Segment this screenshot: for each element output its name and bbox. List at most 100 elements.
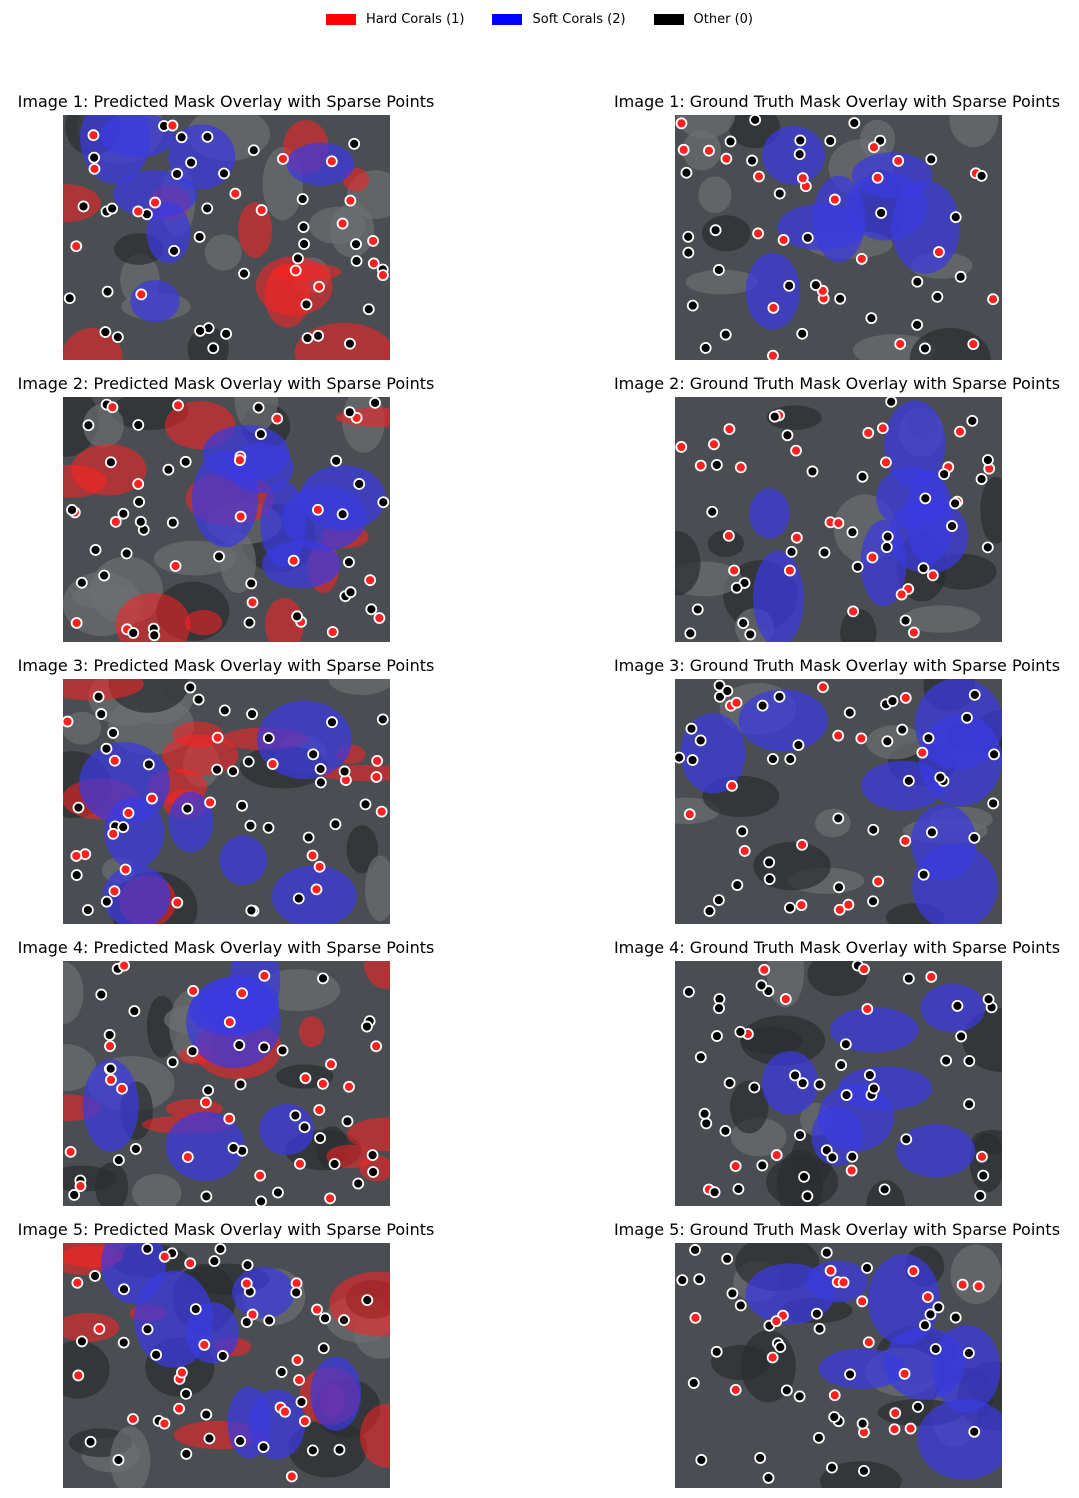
sparse-point-hard-coral [889,1407,902,1420]
soft-coral-mask [260,480,306,568]
sparse-point-other [676,1274,689,1287]
sparse-point-hard-coral [255,204,268,216]
sparse-point-other [359,798,372,811]
sparse-point-other [698,1107,711,1120]
sparse-point-hard-coral [74,1180,87,1193]
sparse-point-other [134,515,147,528]
sparse-point-other [794,1129,806,1141]
sparse-point-hard-coral [753,170,765,183]
soft-coral-mask [745,252,801,330]
legend-label: Other (0) [693,12,754,27]
sparse-point-other [112,1454,125,1466]
rock-texture [146,995,178,1058]
sparse-point-hard-coral [880,456,892,469]
sparse-point-other [95,708,108,720]
sparse-point-other [343,556,355,569]
sparse-point-other [966,414,979,427]
sparse-point-other [218,704,231,717]
sparse-point-other [194,325,206,337]
sparse-point-other [925,826,938,839]
soft-coral-mask [762,126,826,185]
sparse-point-hard-coral [116,1082,128,1095]
sparse-point-other [295,1396,308,1408]
sparse-point-other [298,1121,311,1134]
sparse-point-other [988,748,1000,761]
sparse-point-hard-coral [326,626,339,638]
sparse-point-other [881,735,894,748]
sparse-point-hard-coral [758,963,771,976]
sparse-point-hard-coral [862,427,875,439]
sparse-point-other [736,825,749,838]
sparse-point-other [919,492,932,505]
sparse-point-other [929,1343,942,1355]
sparse-point-hard-coral [70,240,83,253]
sparse-point-hard-coral [325,155,338,168]
rock-texture [866,725,924,760]
sparse-point-hard-coral [317,1077,329,1090]
hard-coral-mask [298,1016,325,1048]
sparse-point-other [940,1054,953,1067]
sparse-point-hard-coral [149,196,161,209]
sparse-point-other [276,1044,289,1057]
sparse-point-other [245,577,258,590]
sparse-point-other [82,419,95,432]
sparse-point-other [902,774,915,787]
sparse-point-hard-coral [907,626,920,639]
sparse-point-other [117,1336,130,1349]
sparse-point-other [343,406,356,419]
sparse-point-other [72,801,85,814]
sparse-point-other [763,873,776,886]
sparse-point-hard-coral [93,1323,106,1335]
sparse-point-hard-coral [336,217,349,230]
sparse-point-hard-coral [104,1040,116,1053]
sparse-point-other [987,797,1000,810]
rock-texture [949,115,999,148]
rock-texture [328,679,390,695]
soft-coral-mask [99,115,175,158]
sparse-point-other [111,331,124,344]
sparse-point-other [302,831,315,844]
sparse-point-other [754,1452,767,1464]
soft-corals-swatch [492,14,523,25]
sparse-point-other [726,1287,739,1300]
panel-title-1-left: Image 1: Predicted Mask Overlay with Spa… [17,92,435,111]
sparse-point-other [835,1059,848,1071]
soft-coral-mask [168,791,214,853]
sparse-point-other [851,560,864,573]
sparse-point-hard-coral [279,1405,291,1418]
sparse-point-other [317,1342,330,1355]
sparse-point-hard-coral [122,807,135,819]
sparse-point-other [112,1154,125,1166]
sparse-point-other [201,130,214,143]
sparse-point-other [683,985,695,998]
sparse-point-other [243,616,256,629]
sparse-point-other [216,1350,229,1362]
sparse-point-other [186,1045,199,1058]
sparse-point-other [721,1252,734,1265]
sparse-point-hard-coral [373,612,386,624]
sparse-point-hard-coral [377,269,389,282]
sparse-point-other [712,894,725,907]
rock-texture [288,1419,368,1478]
soft-coral-mask [219,835,268,886]
sparse-point-other [919,1319,931,1332]
sparse-point-other [240,1316,253,1329]
sparse-point-other [844,1368,856,1381]
sparse-point-other [785,545,798,558]
rock-texture [682,130,722,171]
sparse-point-other [296,193,309,205]
sparse-point-other [150,1348,163,1361]
sparse-point-hard-coral [87,129,100,142]
sparse-point-other [810,1307,823,1320]
sparse-point-hard-coral [70,850,83,862]
soft-coral-mask [914,679,1002,770]
sparse-point-hard-coral [933,246,945,258]
overlay-image-3-right [675,679,1002,924]
sparse-point-other [826,1151,839,1164]
legend-item-soft-corals: Soft Corals (2) [492,12,626,27]
sparse-point-other [81,904,94,916]
sparse-point-other [974,1189,987,1202]
sparse-point-other [762,1472,775,1484]
sparse-point-other [848,117,861,129]
sparse-point-hard-coral [847,605,860,618]
